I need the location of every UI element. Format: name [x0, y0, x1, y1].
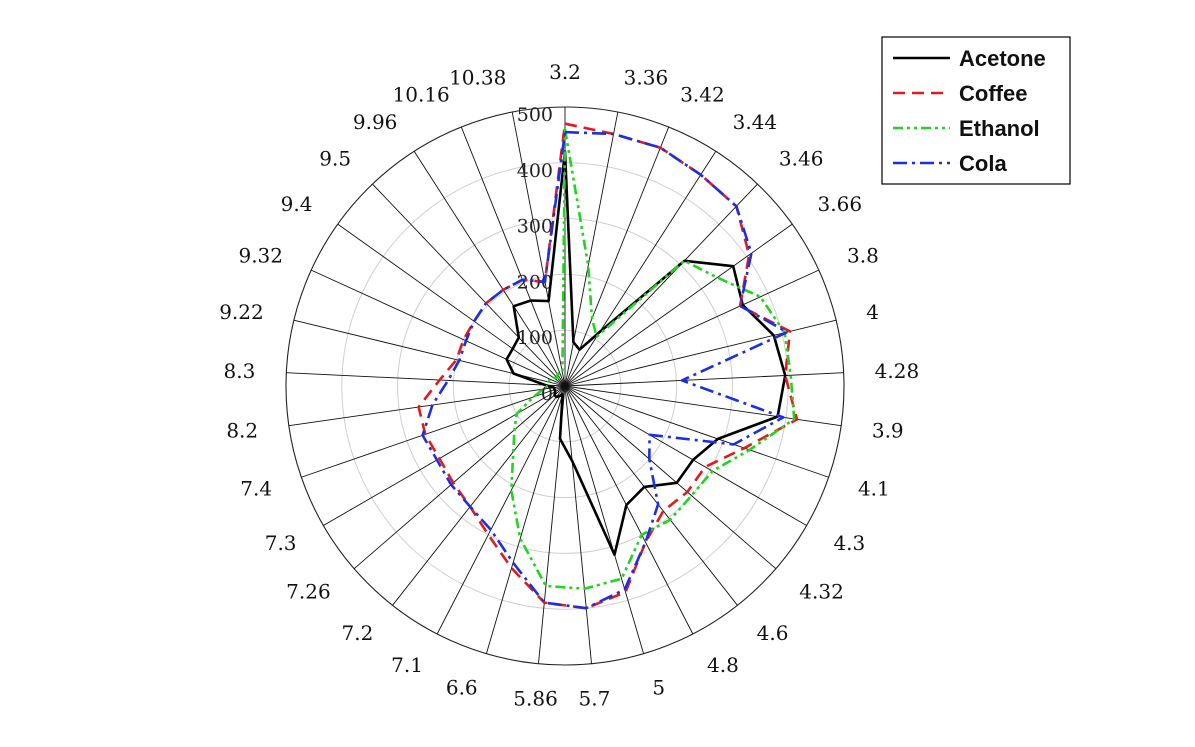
spoke-line [392, 385, 566, 606]
spoke-line [301, 385, 566, 478]
spoke-line [564, 385, 592, 664]
category-label: 3.44 [733, 110, 778, 134]
category-label: 10.16 [393, 82, 450, 106]
category-label: 7.1 [391, 653, 423, 677]
category-label: 10.38 [449, 66, 506, 90]
r-tick-label: 400 [517, 160, 553, 182]
r-tick-label: 200 [517, 271, 553, 293]
category-label: 7.3 [265, 531, 297, 555]
category-label: 3.8 [847, 244, 879, 268]
spoke-line [460, 126, 566, 387]
category-label: 4.28 [875, 359, 920, 383]
legend-label-acetone: Acetone [959, 46, 1046, 71]
category-label: 8.3 [224, 359, 256, 383]
category-label: 3.2 [549, 60, 581, 84]
category-label: 7.26 [286, 580, 331, 604]
category-label: 7.4 [240, 477, 272, 501]
category-label: 4.32 [799, 580, 844, 604]
category-label: 3.9 [872, 419, 904, 443]
spoke-line [564, 319, 837, 387]
category-label: 3.46 [779, 147, 824, 171]
legend-box [881, 36, 1071, 185]
spoke-line [564, 385, 842, 427]
spoke-line [564, 385, 738, 606]
category-label: 6.6 [446, 675, 478, 699]
spoke-line [337, 223, 566, 387]
series-line-ethanol [509, 128, 796, 591]
category-label: 9.96 [353, 110, 398, 134]
category-label: 9.22 [219, 300, 264, 324]
spoke-line [311, 269, 566, 387]
spoke-line [564, 151, 717, 387]
category-label: 4.6 [757, 621, 789, 645]
r-tick-label: 500 [517, 104, 553, 126]
spoke-line [323, 385, 566, 526]
category-label: 4.1 [858, 477, 890, 501]
legend: Acetone Coffee Ethanol Cola [881, 36, 1071, 185]
r-tick-label: 100 [517, 327, 553, 349]
category-label: 8.2 [226, 419, 258, 443]
category-label: 3.66 [818, 192, 863, 216]
category-label: 9.4 [281, 192, 313, 216]
category-label: 4 [866, 300, 879, 324]
spoke-line [288, 385, 566, 427]
spoke-line [564, 385, 694, 635]
category-label: 9.32 [238, 244, 283, 268]
category-label: 5.86 [513, 687, 558, 711]
category-label: 4.3 [833, 531, 865, 555]
spoke-line [564, 385, 807, 526]
category-label: 3.36 [624, 66, 669, 90]
legend-label-cola: Cola [959, 151, 1007, 176]
spoke-line [286, 372, 566, 387]
category-labels: 3.2 3.36 3.42 3.443.46 3.66 3.8 4 4.28 3.9 4.1 4.3… [219, 60, 919, 711]
spoke-line [564, 385, 777, 570]
legend-label-ethanol: Ethanol [959, 116, 1040, 141]
category-label: 3.42 [680, 82, 725, 106]
series-line-cola [421, 130, 789, 610]
spoke-line [564, 126, 670, 387]
spoke-line [564, 269, 819, 387]
legend-label-coffee: Coffee [959, 81, 1027, 106]
spoke-line [485, 385, 566, 654]
spoke-line [353, 385, 566, 570]
category-label: 5.7 [579, 687, 611, 711]
series-line-coffee [417, 122, 799, 610]
series-layer [417, 122, 799, 610]
spoke-line [564, 372, 844, 387]
radial-tick-labels: 0 100 200 300 400 500 [517, 104, 553, 405]
r-tick-label: 300 [517, 216, 553, 238]
category-label: 7.2 [342, 621, 374, 645]
radar-grid [285, 106, 845, 666]
spoke-line [372, 183, 566, 387]
spoke-line [436, 385, 566, 635]
category-label: 4.8 [707, 653, 739, 677]
category-label: 5 [652, 675, 665, 699]
spoke-line [564, 223, 793, 387]
category-label: 9.5 [319, 147, 351, 171]
spoke-line [564, 183, 758, 387]
spoke-line [564, 385, 645, 654]
r-tick-label: 0 [541, 383, 553, 405]
spoke-line [564, 385, 829, 478]
spoke-line [511, 111, 566, 387]
spoke-line [413, 151, 566, 387]
